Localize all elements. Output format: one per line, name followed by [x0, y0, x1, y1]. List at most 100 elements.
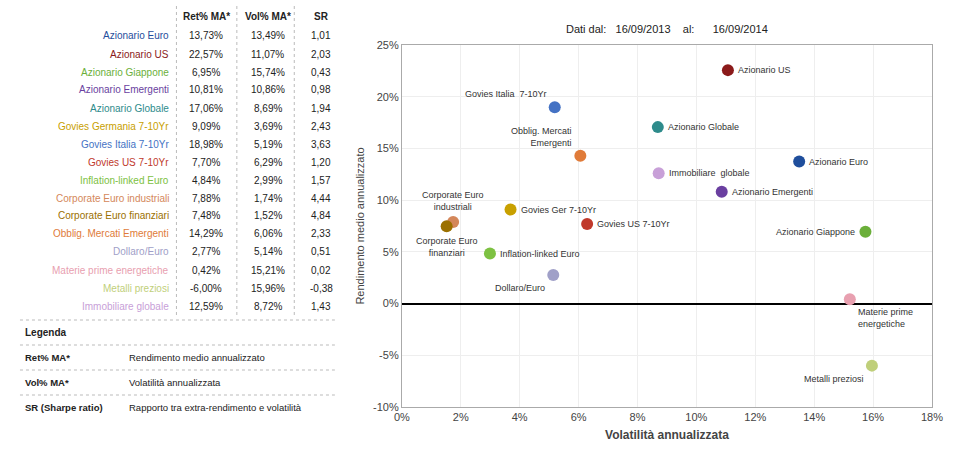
svg-text:Govies US 7-10Yr: Govies US 7-10Yr [88, 157, 169, 168]
svg-text:Volatilità annualizzata: Volatilità annualizzata [605, 428, 729, 442]
svg-text:18%: 18% [921, 411, 943, 423]
svg-text:Azionario Euro: Azionario Euro [103, 30, 169, 41]
svg-text:0,43: 0,43 [311, 67, 331, 78]
svg-text:4,84: 4,84 [311, 210, 331, 221]
svg-text:17,06%: 17,06% [189, 103, 223, 114]
svg-text:Metalli preziosi: Metalli preziosi [804, 374, 864, 384]
svg-text:1,52%: 1,52% [254, 210, 282, 221]
svg-text:2,99%: 2,99% [254, 175, 282, 186]
svg-text:Corporate Eurofinanziari: Corporate Eurofinanziari [416, 236, 478, 258]
svg-text:Azionario US: Azionario US [110, 49, 169, 60]
svg-text:Ret% MA*: Ret% MA* [25, 352, 70, 363]
svg-text:6,06%: 6,06% [254, 228, 282, 239]
svg-text:Obblig. Mercati Emergenti: Obblig. Mercati Emergenti [53, 228, 169, 239]
svg-text:Vol% MA*: Vol% MA* [25, 377, 69, 388]
svg-text:Rapporto tra extra-rendimento: Rapporto tra extra-rendimento e volatili… [129, 402, 302, 413]
svg-text:Azionario Emergenti: Azionario Emergenti [79, 84, 169, 95]
svg-text:4,84%: 4,84% [192, 175, 220, 186]
svg-text:Materie prime energetiche: Materie prime energetiche [52, 265, 169, 276]
svg-text:2,03: 2,03 [311, 49, 331, 60]
svg-text:3,69%: 3,69% [254, 121, 282, 132]
svg-text:10,86%: 10,86% [251, 84, 285, 95]
svg-text:15,21%: 15,21% [251, 265, 285, 276]
svg-text:4,44: 4,44 [311, 193, 331, 204]
svg-text:16%: 16% [862, 411, 884, 423]
svg-text:7,88%: 7,88% [192, 193, 220, 204]
svg-text:Azionario Giappone: Azionario Giappone [81, 67, 169, 78]
svg-text:18,98%: 18,98% [189, 139, 223, 150]
svg-text:1,01: 1,01 [311, 30, 331, 41]
svg-text:1,20: 1,20 [311, 157, 331, 168]
svg-text:10%: 10% [685, 411, 707, 423]
svg-text:15,74%: 15,74% [251, 67, 285, 78]
svg-text:14,29%: 14,29% [189, 228, 223, 239]
svg-text:Volatilità annualizzata: Volatilità annualizzata [129, 377, 221, 388]
svg-text:Legenda: Legenda [25, 327, 67, 338]
svg-text:0,98: 0,98 [311, 84, 331, 95]
svg-text:Govies Italia 7-10Yr: Govies Italia 7-10Yr [465, 89, 547, 99]
svg-text:6%: 6% [571, 411, 587, 423]
svg-text:Govies Italia 7-10Yr: Govies Italia 7-10Yr [81, 139, 169, 150]
svg-text:Obblig. MercatiEmergenti: Obblig. MercatiEmergenti [511, 126, 572, 148]
svg-text:3,63: 3,63 [311, 139, 331, 150]
svg-text:Rendimento medio annualizzato: Rendimento medio annualizzato [354, 147, 366, 304]
svg-text:-10%: -10% [373, 401, 399, 413]
svg-text:6,29%: 6,29% [254, 157, 282, 168]
svg-text:9,09%: 9,09% [192, 121, 220, 132]
svg-text:2%: 2% [453, 411, 469, 423]
svg-text:-0,38: -0,38 [310, 283, 333, 294]
svg-text:12,59%: 12,59% [189, 301, 223, 312]
svg-text:Govies US 7-10Yr: Govies US 7-10Yr [597, 219, 670, 229]
svg-text:25%: 25% [377, 39, 399, 51]
svg-text:Dollaro/Euro: Dollaro/Euro [113, 246, 169, 257]
svg-text:0%: 0% [383, 297, 399, 309]
svg-text:Metalli preziosi: Metalli preziosi [103, 283, 169, 294]
svg-text:-6,00%: -6,00% [190, 283, 222, 294]
svg-text:15,96%: 15,96% [251, 283, 285, 294]
svg-text:4%: 4% [512, 411, 528, 423]
svg-text:2,43: 2,43 [311, 121, 331, 132]
svg-text:5%: 5% [383, 246, 399, 258]
svg-text:13,73%: 13,73% [189, 30, 223, 41]
svg-text:10,81%: 10,81% [189, 84, 223, 95]
svg-text:22,57%: 22,57% [189, 49, 223, 60]
svg-text:7,48%: 7,48% [192, 210, 220, 221]
svg-text:Dollaro/Euro: Dollaro/Euro [495, 283, 545, 293]
svg-text:-5%: -5% [379, 349, 399, 361]
svg-text:0,51: 0,51 [311, 246, 331, 257]
svg-text:Azionario US: Azionario US [738, 65, 791, 75]
svg-text:6,95%: 6,95% [192, 67, 220, 78]
svg-text:12%: 12% [744, 411, 766, 423]
svg-text:SR: SR [314, 11, 329, 22]
svg-text:5,14%: 5,14% [254, 246, 282, 257]
svg-text:Rendimento medio annualizzato: Rendimento medio annualizzato [129, 352, 265, 363]
svg-text:1,57: 1,57 [311, 175, 331, 186]
svg-text:1,94: 1,94 [311, 103, 331, 114]
svg-text:Azionario Globale: Azionario Globale [668, 122, 739, 132]
svg-text:8%: 8% [630, 411, 646, 423]
svg-text:5,19%: 5,19% [254, 139, 282, 150]
svg-text:10%: 10% [377, 194, 399, 206]
svg-text:Ret% MA*: Ret% MA* [183, 11, 230, 22]
svg-text:2,33: 2,33 [311, 228, 331, 239]
svg-text:15%: 15% [377, 142, 399, 154]
svg-text:Vol% MA*: Vol% MA* [245, 11, 291, 22]
svg-text:Govies Germania 7-10Yr: Govies Germania 7-10Yr [58, 121, 169, 132]
svg-text:20%: 20% [377, 91, 399, 103]
svg-text:8,72%: 8,72% [254, 301, 282, 312]
svg-text:Azionario Euro: Azionario Euro [809, 157, 868, 167]
svg-text:7,70%: 7,70% [192, 157, 220, 168]
svg-text:13,49%: 13,49% [251, 30, 285, 41]
svg-text:SR (Sharpe ratio): SR (Sharpe ratio) [25, 402, 103, 413]
svg-text:Immobiliare globale: Immobiliare globale [669, 168, 750, 178]
svg-text:Inflation-linked Euro: Inflation-linked Euro [80, 175, 169, 186]
svg-text:Azionario Emergenti: Azionario Emergenti [732, 187, 813, 197]
svg-text:Azionario Globale: Azionario Globale [90, 103, 169, 114]
svg-text:0,42%: 0,42% [192, 265, 220, 276]
svg-text:2,77%: 2,77% [192, 246, 220, 257]
svg-text:0,02: 0,02 [311, 265, 331, 276]
svg-text:Immobiliare globale: Immobiliare globale [82, 301, 169, 312]
svg-text:Materie primeenergetiche: Materie primeenergetiche [858, 307, 913, 329]
svg-text:14%: 14% [803, 411, 825, 423]
svg-text:1,43: 1,43 [311, 301, 331, 312]
